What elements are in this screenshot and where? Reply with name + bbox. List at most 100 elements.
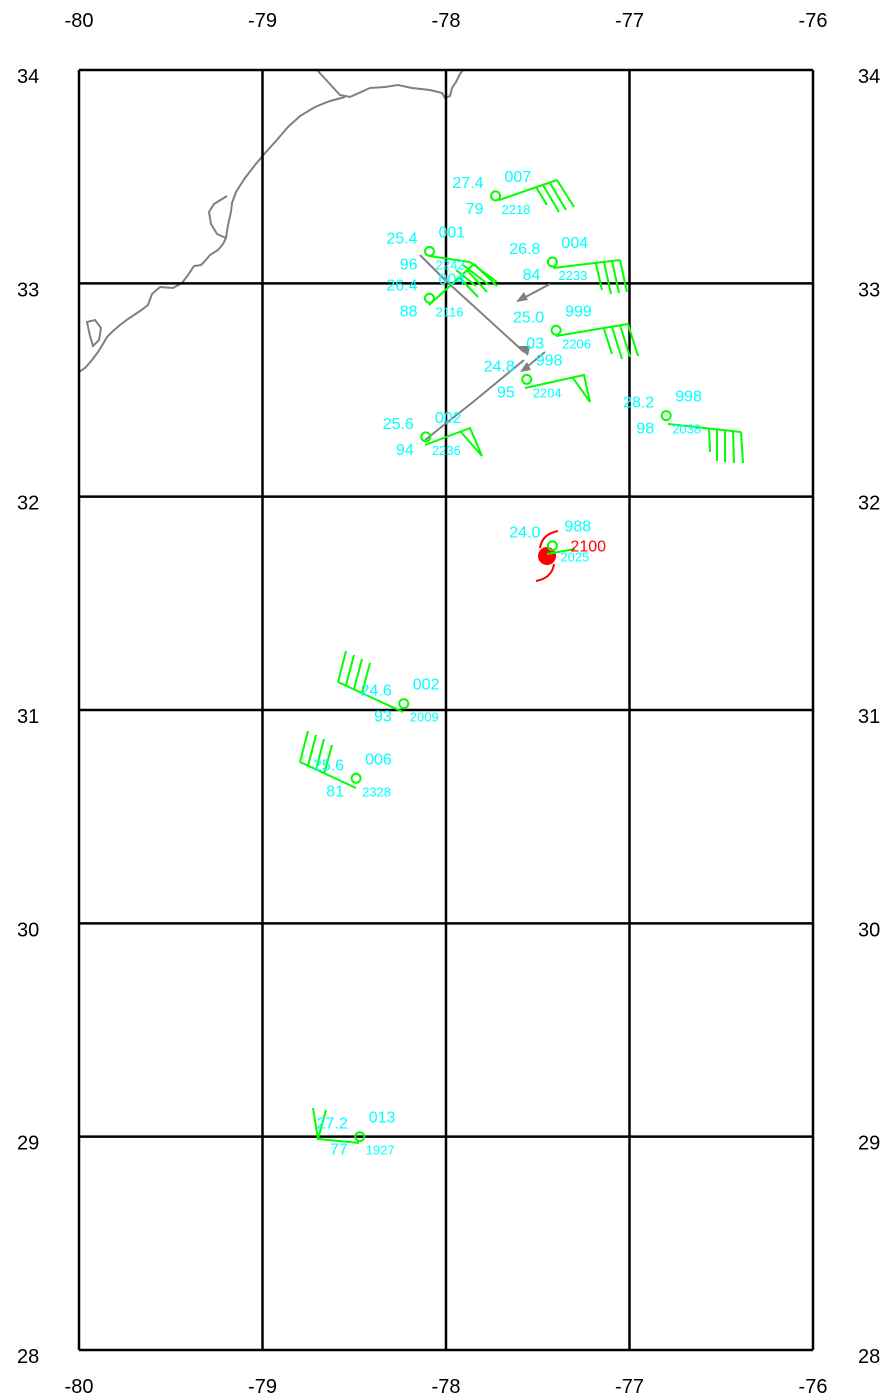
- time-label: 2116: [435, 304, 463, 319]
- lat-tick-label: 30: [17, 919, 39, 941]
- temperature-label: 28.2: [623, 395, 654, 412]
- time-label: 2038: [672, 422, 701, 437]
- pressure-label: 007: [505, 169, 532, 186]
- temperature-label: 26.8: [509, 241, 540, 258]
- dewpoint-label: 03: [526, 335, 544, 352]
- pressure-label: 999: [565, 303, 592, 320]
- track-line-upper: [419, 254, 525, 353]
- temperature-label: 26.4: [386, 277, 417, 294]
- storm-wind-line: [546, 548, 576, 555]
- temperature-label: 25.6: [383, 416, 414, 433]
- time-label: 2236: [432, 443, 461, 458]
- wind-barbs: [299, 179, 744, 1144]
- temperature-label: 24.8: [484, 358, 515, 375]
- track-line-lower: [424, 359, 525, 441]
- station-circle: [398, 698, 410, 710]
- station-circle: [521, 373, 533, 385]
- lon-tick-label: -78: [432, 10, 461, 32]
- dewpoint-label: 88: [400, 303, 418, 320]
- lat-tick-label: 28: [17, 1346, 39, 1368]
- wind-barb: [424, 426, 483, 457]
- time-label: 1927: [366, 1143, 395, 1158]
- temperature-label: 25.4: [386, 230, 417, 247]
- dewpoint-label: 79: [466, 201, 484, 218]
- storm-track: [419, 254, 551, 441]
- pressure-label: 004: [438, 271, 465, 288]
- lat-tick-label: 32: [858, 493, 880, 515]
- lat-tick-label: 29: [17, 1133, 39, 1155]
- storm-label: 2100: [570, 539, 606, 556]
- lat-tick-label: 34: [858, 66, 880, 88]
- lat-tick-label: 28: [858, 1346, 880, 1368]
- time-label: 2218: [502, 202, 531, 217]
- temperature-label: 27.2: [317, 1116, 348, 1133]
- pressure-label: 013: [369, 1110, 396, 1127]
- lat-tick-label: 30: [858, 919, 880, 941]
- pressure-label: 001: [438, 224, 465, 241]
- time-label: 2009: [410, 710, 439, 725]
- station-circle: [350, 772, 362, 784]
- pressure-label: 002: [435, 410, 462, 427]
- lon-tick-label: -78: [432, 1376, 461, 1398]
- wind-barb: [498, 179, 575, 213]
- coastline: [78, 69, 464, 373]
- station-obs7: 28.2 998 98 2038: [623, 389, 702, 438]
- temperature-label: 24.0: [509, 525, 540, 542]
- lon-tick-label: -76: [799, 10, 828, 32]
- time-label: 2204: [533, 385, 562, 400]
- station-obs1: 27.4 007 79 2218: [452, 169, 531, 218]
- station-circle: [550, 324, 562, 336]
- pressure-label: 998: [536, 352, 563, 369]
- station-obs2: 25.4 001 96 2242: [386, 224, 465, 273]
- station-circle: [490, 190, 502, 202]
- temperature-label: 27.4: [452, 175, 483, 192]
- station-obs4: 26.4 004 88 2116: [386, 271, 465, 320]
- lat-tick-label: 32: [17, 493, 39, 515]
- dewpoint-label: 81: [326, 783, 344, 800]
- wind-barb: [555, 323, 639, 360]
- station-circle: [420, 431, 432, 443]
- dewpoint-label: 96: [400, 256, 418, 273]
- lon-tick-label: -80: [65, 10, 94, 32]
- track-arrowhead-3: [517, 346, 530, 356]
- time-label: 2206: [562, 336, 591, 351]
- lon-tick-label: -80: [65, 1376, 94, 1398]
- time-label: 2242: [435, 257, 464, 272]
- station-obs3: 26.8 004 84 2233: [509, 235, 588, 284]
- station-obs10: 25.6 006 81 2328: [313, 751, 392, 800]
- lon-tick-label: -77: [615, 1376, 644, 1398]
- lat-tick-label: 31: [858, 706, 880, 728]
- wind-barb: [428, 263, 498, 306]
- wind-barb: [667, 423, 744, 464]
- track-arrowhead-1: [516, 292, 528, 302]
- lon-tick-label: -79: [248, 10, 277, 32]
- station-obs9: 24.6 002 93 2009: [361, 677, 440, 726]
- station-circle: [546, 540, 558, 552]
- hurricane-icon: [538, 547, 556, 565]
- pressure-label: 006: [365, 751, 392, 768]
- station-circle: [423, 292, 435, 304]
- temperature-label: 25.0: [513, 309, 544, 326]
- pressure-label: 002: [413, 677, 440, 694]
- dewpoint-label: 77: [330, 1142, 348, 1159]
- dewpoint-label: 98: [636, 421, 654, 438]
- station-obs6: 24.8 998 95 2204: [484, 352, 563, 401]
- lon-tick-label: -79: [248, 1376, 277, 1398]
- station-circle: [423, 245, 435, 257]
- wind-barb: [524, 373, 591, 403]
- wind-barb: [337, 650, 404, 713]
- station-circle: [354, 1131, 366, 1143]
- temperature-label: 24.6: [361, 683, 392, 700]
- hurricane-arm-top: [539, 530, 559, 549]
- dewpoint-label: 93: [374, 709, 392, 726]
- station-circle: [546, 256, 558, 268]
- dewpoint-label: 84: [523, 267, 541, 284]
- hurricane-symbol: [535, 530, 576, 582]
- wind-barb: [299, 730, 357, 789]
- pressure-label: 004: [561, 235, 588, 252]
- pressure-label: 988: [564, 519, 591, 536]
- wind-barb: [552, 259, 628, 295]
- dewpoint-label: 95: [497, 384, 515, 401]
